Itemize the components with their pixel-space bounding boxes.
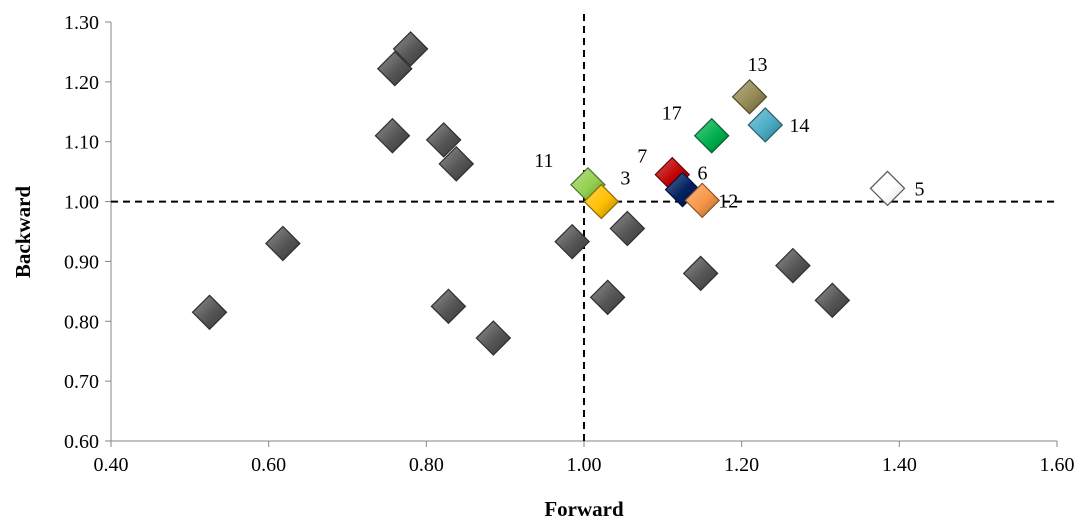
- y-tick-label: 0.70: [64, 371, 99, 393]
- y-tick-label: 0.80: [64, 311, 99, 333]
- data-point-diamond: [731, 78, 768, 115]
- y-tick-label: 1.00: [64, 192, 99, 214]
- x-tick-label: 1.60: [1040, 454, 1075, 476]
- data-point-diamond: [392, 31, 429, 67]
- data-point-diamond: [438, 146, 475, 182]
- x-tick-label: 1.20: [724, 454, 759, 476]
- point-label: 7: [637, 146, 647, 168]
- data-points: [191, 31, 906, 356]
- x-tick-label: 0.40: [94, 454, 129, 476]
- y-tick-label: 1.10: [64, 132, 99, 154]
- point-label: 14: [789, 115, 809, 137]
- point-label: 17: [662, 103, 682, 125]
- reference-lines: [111, 14, 1057, 441]
- point-label: 5: [915, 178, 925, 200]
- data-point-diamond: [869, 170, 906, 207]
- data-point-diamond: [374, 117, 411, 154]
- data-point-diamond: [747, 107, 784, 143]
- point-label: 11: [534, 150, 553, 172]
- data-point-diamond: [589, 279, 626, 316]
- point-label: 13: [748, 54, 768, 76]
- data-point-diamond: [191, 294, 228, 331]
- y-tick-label: 1.30: [64, 12, 99, 34]
- data-point-diamond: [609, 210, 646, 247]
- data-point-diamond: [265, 225, 301, 262]
- data-point-diamond: [475, 320, 512, 356]
- x-tick-label: 1.40: [882, 454, 917, 476]
- y-tick-label: 0.90: [64, 251, 99, 273]
- x-tick-label: 0.80: [409, 454, 444, 476]
- data-point-diamond: [684, 182, 721, 219]
- point-labels: 11 37 6 12 17 13 14 5: [534, 54, 924, 213]
- data-point-diamond: [693, 117, 730, 154]
- y-axis-title: Backward: [11, 186, 35, 278]
- data-point-diamond: [430, 288, 467, 325]
- data-point-diamond: [775, 247, 811, 284]
- x-axis-title: Forward: [544, 497, 624, 520]
- data-point-diamond: [425, 122, 462, 158]
- data-point-diamond: [554, 223, 591, 260]
- y-tick-label: 0.60: [64, 431, 99, 453]
- data-point-diamond: [682, 255, 719, 292]
- data-point-diamond: [814, 282, 851, 319]
- data-point-diamond: [583, 183, 620, 220]
- y-tick-label: 1.20: [64, 72, 99, 94]
- data-point-diamond: [376, 50, 413, 87]
- point-label: 6: [698, 163, 708, 185]
- axes: 0.40 0.60 0.80 1.00 1.20 1.40 1.600.600.700.80…: [64, 12, 1075, 476]
- point-label: 12: [718, 190, 738, 212]
- x-tick-label: 0.60: [251, 454, 286, 476]
- x-tick-label: 1.00: [567, 454, 602, 476]
- point-label: 3: [620, 168, 630, 190]
